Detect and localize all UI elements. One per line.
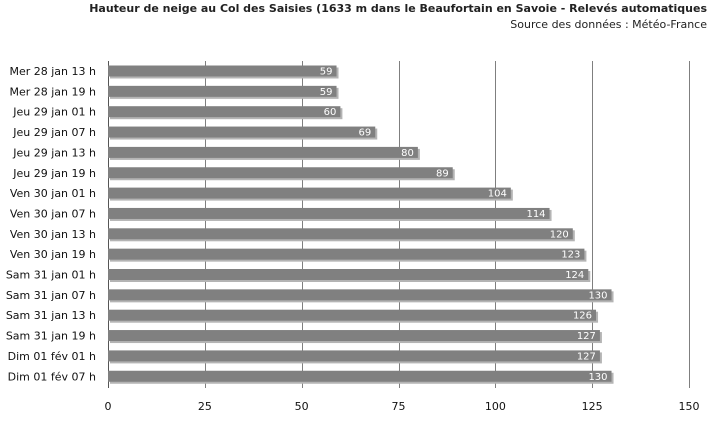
- bar: [108, 85, 337, 97]
- bar: [108, 350, 600, 362]
- data-label: 126: [573, 311, 592, 322]
- x-tick-label: 150: [679, 400, 700, 413]
- category-label: Dim 01 fév 01 h: [8, 350, 96, 363]
- bar: [108, 269, 589, 280]
- category-label: Sam 31 jan 07 h: [6, 289, 96, 302]
- data-label: 130: [588, 372, 607, 383]
- bar: [108, 167, 453, 179]
- category-label: Mer 28 jan 13 h: [9, 65, 96, 78]
- x-tick-label: 0: [105, 400, 112, 413]
- category-label: Jeu 29 jan 07 h: [12, 126, 96, 139]
- chart-title: Hauteur de neige au Col des Saisies (163…: [89, 2, 707, 15]
- data-label: 124: [565, 270, 584, 281]
- category-label: Sam 31 jan 01 h: [6, 269, 96, 282]
- bar: [108, 187, 511, 199]
- data-label: 127: [577, 351, 596, 362]
- bars: 59 59 60 69 80 89 104 114 120 123 124 130 126 127 127 1…: [108, 65, 614, 384]
- bar: [108, 207, 550, 219]
- x-axis-ticks: 0 25 50 75 100 125 150: [105, 400, 700, 413]
- category-label: Ven 30 jan 13 h: [10, 228, 96, 241]
- bar: [108, 126, 376, 138]
- data-label: 127: [577, 331, 596, 342]
- data-label: 59: [320, 87, 333, 98]
- category-label: Ven 30 jan 07 h: [10, 207, 96, 220]
- x-tick-label: 75: [392, 400, 406, 413]
- category-label: Jeu 29 jan 19 h: [12, 167, 96, 180]
- category-label: Jeu 29 jan 01 h: [12, 106, 96, 119]
- bar: [108, 106, 341, 118]
- category-label: Jeu 29 jan 13 h: [12, 146, 96, 159]
- bar: [108, 370, 612, 382]
- data-label: 104: [488, 189, 507, 200]
- data-label: 59: [320, 67, 333, 78]
- data-label: 80: [401, 148, 414, 159]
- category-label: Sam 31 jan 13 h: [6, 309, 96, 322]
- x-tick-label: 50: [295, 400, 309, 413]
- data-label: 89: [436, 168, 449, 179]
- x-tick-label: 100: [485, 400, 506, 413]
- category-label: Dim 01 fév 07 h: [8, 370, 96, 383]
- bar: [108, 330, 600, 342]
- bar: [108, 228, 573, 240]
- bar: [108, 289, 612, 301]
- data-label: 60: [324, 107, 337, 118]
- category-label: Sam 31 jan 19 h: [6, 330, 96, 343]
- bar: [108, 146, 418, 158]
- category-label: Ven 30 jan 01 h: [10, 187, 96, 200]
- x-tick-label: 25: [198, 400, 212, 413]
- data-label: 120: [550, 229, 569, 240]
- data-label: 69: [359, 128, 372, 139]
- category-label: Mer 28 jan 19 h: [9, 85, 96, 98]
- data-label: 123: [561, 250, 580, 261]
- data-label: 130: [588, 290, 607, 301]
- data-label: 114: [526, 209, 545, 220]
- category-label: Ven 30 jan 19 h: [10, 248, 96, 261]
- x-tick-label: 125: [582, 400, 603, 413]
- bar: [108, 309, 597, 321]
- chart-subtitle: Source des données : Météo-France: [510, 18, 707, 31]
- bar: [108, 65, 337, 77]
- category-labels: Mer 28 jan 13 h Mer 28 jan 19 h Jeu 29 jan…: [6, 65, 96, 383]
- bar: [108, 248, 585, 260]
